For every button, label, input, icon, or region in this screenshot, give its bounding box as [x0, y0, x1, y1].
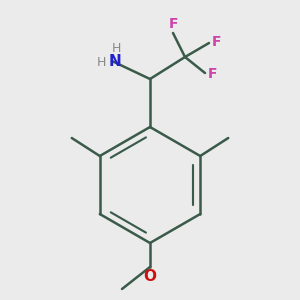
Text: F: F	[208, 67, 218, 81]
Text: F: F	[168, 17, 178, 31]
Text: H: H	[96, 56, 106, 70]
Text: F: F	[212, 35, 221, 49]
Text: N: N	[109, 55, 122, 70]
Text: O: O	[143, 269, 157, 284]
Text: H: H	[111, 43, 121, 56]
